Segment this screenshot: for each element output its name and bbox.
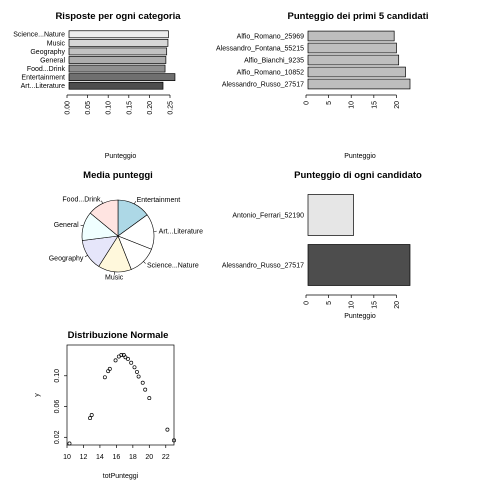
x-tick-label: 0.25 [168, 101, 175, 115]
x-tick-label: 16 [112, 454, 120, 461]
bar [308, 31, 394, 41]
x-tick-label: 20 [394, 101, 401, 109]
x-tick-label: 12 [80, 454, 88, 461]
pie-label: Geography [49, 255, 84, 262]
bar [308, 195, 353, 236]
category-label: Alfio_Romano_25969 [237, 33, 304, 40]
bar [308, 43, 396, 53]
category-label: Music [47, 40, 66, 47]
bar [69, 31, 168, 38]
category-label: Geography [30, 49, 65, 56]
category-label: General [40, 57, 65, 64]
x-tick-label: 10 [349, 301, 356, 309]
chart-title: Risposte per ogni categoria [55, 11, 181, 22]
category-label: Alfio_Bianchi_9235 [244, 57, 304, 64]
y-tick-label: 0.02 [54, 430, 61, 444]
pie-leader [85, 255, 88, 257]
bar [69, 82, 163, 89]
bar [69, 56, 166, 63]
data-point [103, 376, 106, 379]
x-tick-label: 5 [326, 301, 333, 305]
pie-label: Food...Drink [62, 196, 101, 203]
x-tick-label: 5 [326, 101, 333, 105]
x-axis-label: Punteggio [344, 153, 376, 160]
bar [69, 65, 165, 72]
x-tick-label: 0.00 [65, 101, 72, 115]
bar [308, 245, 410, 286]
bar [69, 39, 168, 46]
pie-label: Music [105, 274, 124, 281]
x-tick-label: 0 [304, 301, 311, 305]
plot-frame [67, 345, 174, 445]
data-point [144, 388, 147, 391]
chart-title: Punteggio di ogni candidato [294, 170, 422, 181]
bar [308, 67, 405, 77]
y-axis-label: y [34, 393, 41, 397]
bar [69, 48, 167, 55]
x-axis-label: totPunteggi [103, 473, 139, 480]
category-label: Entertainment [21, 75, 65, 82]
x-tick-label: 14 [96, 454, 104, 461]
x-tick-label: 10 [63, 454, 71, 461]
pie-leader [81, 225, 84, 226]
bar [308, 55, 399, 65]
pie-leader [101, 201, 102, 204]
x-tick-label: 0 [304, 101, 311, 105]
chart-title: Punteggio dei primi 5 candidati [288, 11, 429, 22]
y-tick-label: 0.10 [54, 369, 61, 383]
x-axis-label: Punteggio [105, 153, 137, 160]
category-label: Alfio_Romano_10852 [237, 69, 304, 76]
category-label: Alessandro_Russo_27517 [222, 262, 304, 269]
data-point [148, 396, 151, 399]
data-point [137, 375, 140, 378]
x-tick-label: 18 [129, 454, 137, 461]
x-tick-label: 15 [371, 301, 378, 309]
data-point [90, 413, 93, 416]
x-tick-label: 15 [371, 101, 378, 109]
category-label: Food...Drink [27, 66, 66, 73]
category-label: Science...Nature [13, 32, 65, 39]
data-point [68, 442, 71, 445]
pie-label: Art...Literature [159, 228, 203, 235]
x-tick-label: 0.05 [85, 101, 92, 115]
data-point [130, 361, 133, 364]
data-point [108, 367, 111, 370]
category-label: Alessandro_Russo_27517 [222, 81, 304, 88]
bar [308, 79, 410, 89]
x-tick-label: 0.15 [126, 101, 133, 115]
x-tick-label: 20 [145, 454, 153, 461]
data-point [141, 381, 144, 384]
data-point [166, 428, 169, 431]
pie-label: General [54, 222, 79, 229]
data-point [126, 357, 129, 360]
x-tick-label: 10 [349, 101, 356, 109]
x-axis-label: Punteggio [344, 313, 376, 320]
data-point [133, 366, 136, 369]
category-label: Alessandro_Fontana_55215 [216, 45, 304, 52]
category-label: Art...Literature [21, 83, 65, 90]
data-point [135, 370, 138, 373]
chart-title: Media punteggi [83, 170, 153, 181]
pie-leader [134, 201, 135, 204]
pie-label: Entertainment [137, 197, 181, 204]
y-tick-label: 0.06 [54, 400, 61, 414]
category-label: Antonio_Ferrari_52190 [232, 212, 304, 219]
data-point [114, 359, 117, 362]
x-tick-label: 20 [394, 301, 401, 309]
bar [69, 74, 175, 81]
pie-label: Science...Nature [147, 262, 199, 269]
data-point [88, 416, 91, 419]
x-tick-label: 0.10 [106, 101, 113, 115]
chart-title: Distribuzione Normale [68, 330, 169, 341]
pie-leader [143, 261, 145, 263]
x-tick-label: 22 [162, 454, 170, 461]
x-tick-label: 0.20 [147, 101, 154, 115]
